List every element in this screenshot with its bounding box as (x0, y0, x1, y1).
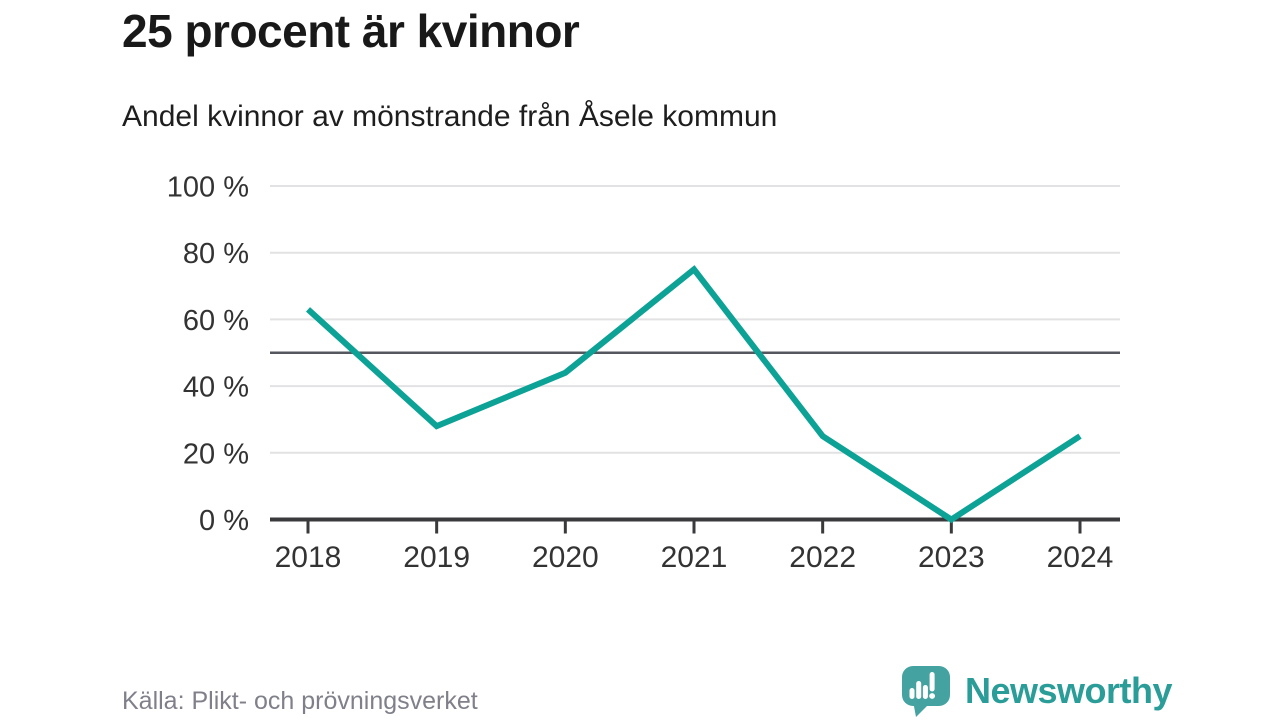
y-tick-label: 20 % (183, 438, 249, 470)
trend-line (305, 265, 1082, 524)
y-tick-label: 0 % (199, 505, 249, 537)
chart-subtitle: Andel kvinnor av mönstrande från Åsele k… (122, 100, 778, 133)
newsworthy-logo: Newsworthy (896, 663, 1173, 719)
line-chart: 2018 2019 2020 2021 2022 2023 2024 0 % 20 % 40 % 6… (0, 160, 1280, 600)
y-tick-label: 100 % (167, 172, 249, 204)
x-tick-label: 2018 (275, 541, 342, 574)
x-tick-label: 2021 (661, 541, 728, 574)
x-tick-label: 2020 (532, 541, 599, 574)
exclamation-glyph (929, 672, 935, 699)
x-tick-label: 2023 (918, 541, 985, 574)
y-tick-label: 40 % (183, 372, 249, 404)
source-text: Källa: Plikt- och prövningsverket (122, 687, 478, 715)
x-tick-label: 2024 (1047, 541, 1114, 574)
chart-title: 25 procent är kvinnor (122, 5, 580, 57)
y-tick-label: 80 % (183, 238, 249, 270)
bar-chart-glyph (909, 681, 928, 699)
y-tick-label: 60 % (183, 305, 249, 337)
x-tick-label: 2019 (403, 541, 470, 574)
newsworthy-logo-icon (902, 666, 950, 717)
newsworthy-logo-text: Newsworthy (965, 670, 1173, 711)
x-tick-label: 2022 (789, 541, 856, 574)
line-chart-canvas: 2018 2019 2020 2021 2022 2023 2024 0 % 20 % 40 % 6… (167, 172, 1120, 574)
